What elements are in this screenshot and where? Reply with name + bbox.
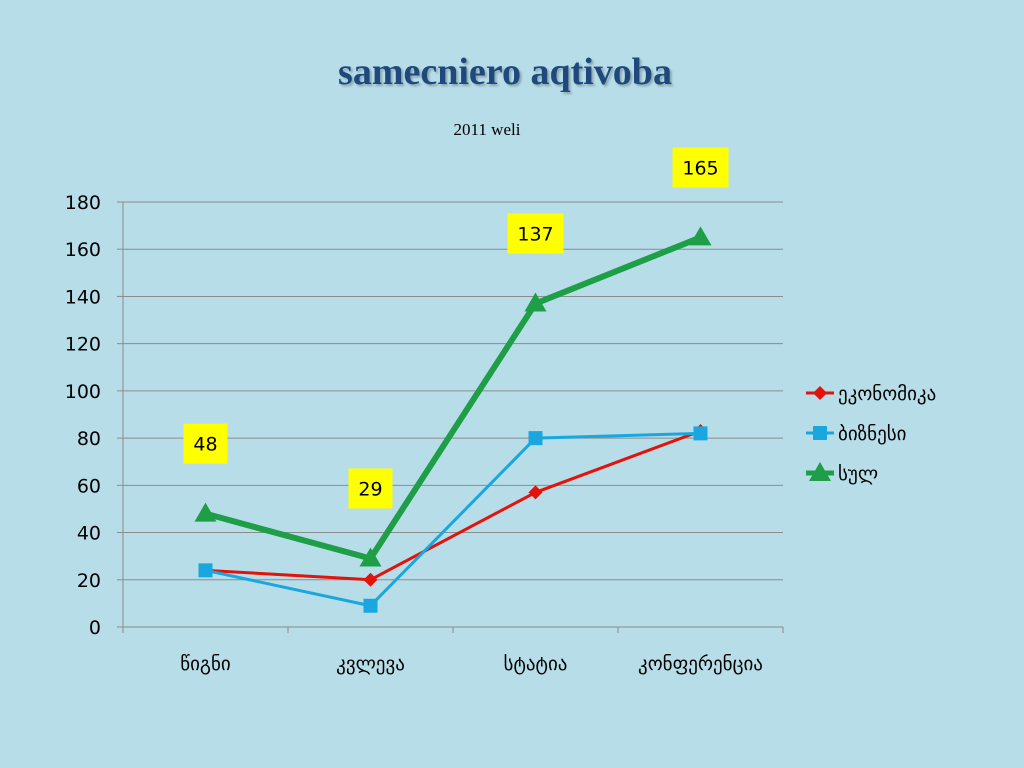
data-label-box [183,423,228,464]
data-label-text: 137 [517,224,553,246]
marker-triangle [809,462,831,481]
y-tick-label: 60 [77,475,101,497]
chart-subtitle: 2011 weli [453,120,521,139]
legend-label: ეკონომიკა [838,383,936,405]
legend-item: ბიზნესი [806,423,907,445]
marker-square [198,563,213,578]
data-label-text: 29 [358,479,382,501]
marker-square [693,426,708,441]
data-label-text: 48 [193,434,217,456]
data-label: 29 [348,468,393,509]
data-label: 48 [183,423,228,464]
series-line [205,429,702,582]
x-tick-label: სტატია [504,653,568,675]
data-label-box [507,213,564,254]
series-lines [194,226,712,613]
x-tick-label: წიგნი [180,653,230,675]
legend-item: სულ [806,462,878,485]
marker-square [363,598,378,613]
y-tick-label: 160 [65,239,101,261]
marker-square [528,431,543,446]
legend-item: ეკონომიკა [806,383,936,405]
data-label-box [672,147,729,188]
marker-square [813,426,827,440]
series-line [205,431,701,608]
legend-label: ბიზნესი [838,423,907,445]
marker-diamond [528,485,543,500]
marker-diamond [363,572,378,587]
y-tick-label: 80 [77,428,101,450]
data-label: 165 [672,147,729,188]
series-3 [194,226,712,567]
data-label: 137 [507,213,564,254]
marker-triangle [194,502,217,522]
x-tick-label: კვლევა [336,653,405,675]
x-tick-label: კონფერენცია [638,653,763,675]
legend: ეკონომიკა ბიზნესი სულ [806,383,936,485]
data-label-box [348,468,393,509]
legend-label: სულ [838,463,878,485]
marker-diamond [813,386,827,400]
y-tick-label: 20 [77,570,101,592]
tick-labels: 0 20 40 60 80 100 120 140 160 180 წიგნი კვლევა სტატი… [65,192,763,675]
chart-title: samecniero aqtivoba [338,51,672,93]
axes [117,201,784,633]
marker-triangle [359,547,382,567]
y-tick-label: 140 [65,286,101,308]
marker-triangle [524,292,547,312]
data-label-text: 165 [682,157,718,179]
y-tick-label: 0 [89,617,101,639]
series-1 [198,424,708,587]
marker-triangle [689,226,712,246]
y-tick-label: 180 [65,192,101,214]
y-tick-label: 120 [65,334,101,356]
y-tick-label: 100 [65,381,101,403]
series-2 [198,426,708,613]
y-tick-label: 40 [77,523,101,545]
series-line [204,234,702,562]
data-labels: 48 29 137 165 [183,147,729,509]
